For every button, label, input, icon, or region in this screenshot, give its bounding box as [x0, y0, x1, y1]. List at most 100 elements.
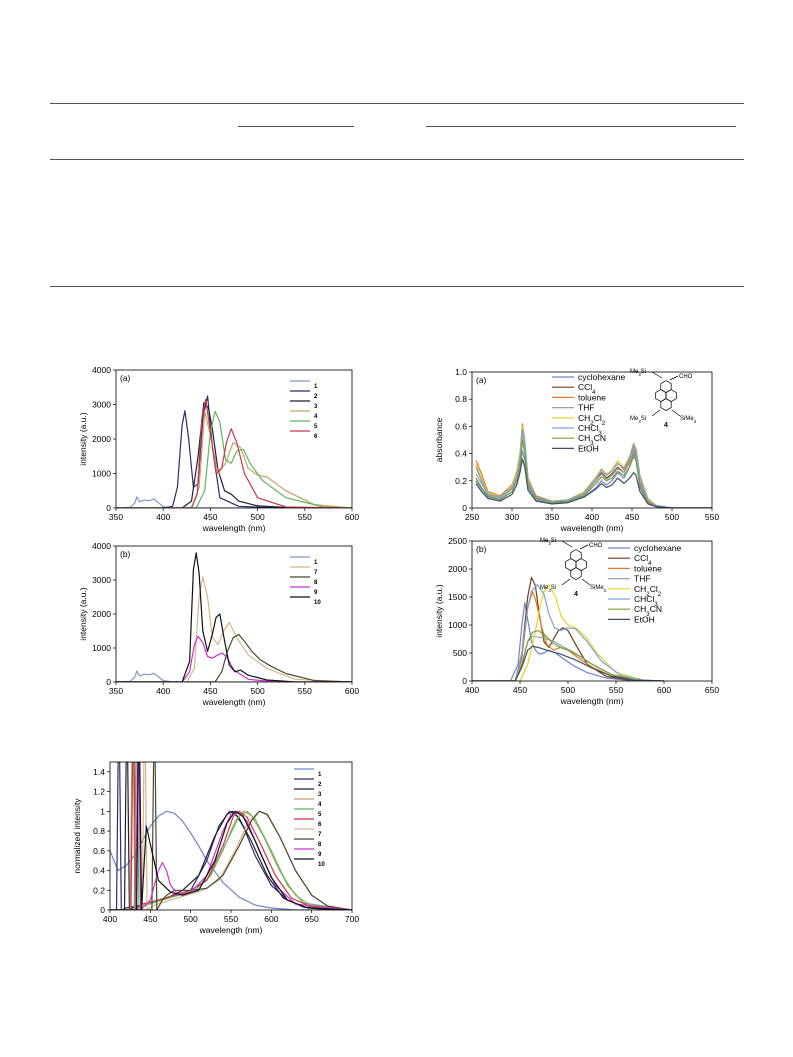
emission-solvent-b-plot-frame — [471, 540, 713, 682]
emission-a-panel-label: (a) — [120, 373, 131, 383]
absorbance-a-ytick-label: 0.6 — [455, 421, 467, 431]
emission-spectra-panel-a-svg: 350 400 450 500 550 600 0 1000 2000 3000 4000 wavel… — [78, 365, 359, 533]
normalized-yaxis-title: normalized intensity — [72, 798, 82, 874]
emission-a-ytick-label: 0 — [106, 503, 111, 513]
emission-solvent-panel-b: 400 450 500 550 600 650 0 500 1000 1500 2000 2500 wa… — [428, 533, 728, 711]
normalized-series-1 — [110, 810, 352, 910]
absorbance-a-xtick-label: 550 — [705, 512, 719, 522]
normalized-ytick-label: 0 — [100, 905, 105, 915]
emission-b-xtick-label: 450 — [203, 686, 217, 696]
normalized-ytick-label: 1.4 — [93, 767, 105, 777]
alkyne-top-left — [561, 540, 573, 548]
table-header-rule — [50, 159, 744, 160]
absorbance-a-legend-label-cyclohexane: cyclohexane — [578, 372, 626, 382]
emission-solvent-b-legend-label-ccl4: CCl4 — [634, 553, 652, 567]
emission-solvent-b-series-etoh — [472, 645, 665, 681]
emission-b-series-8 — [116, 633, 352, 682]
emission-b-xtick-label: 350 — [109, 686, 123, 696]
emission-b-xtick-label: 500 — [251, 686, 265, 696]
emission-spectra-panel-b-svg: 350 400 450 500 550 600 0 1000 2000 3000 4000 wavel… — [78, 541, 359, 707]
emission-spectra-panel-b: 350 400 450 500 550 600 0 1000 2000 3000 4000 wavel… — [68, 536, 368, 711]
aldehyde-bond — [579, 544, 589, 550]
absorbance-a-legend-label-chcl3: CHCl3 — [578, 423, 602, 437]
emission-b-legend: 1 7 8 9 10 — [290, 556, 321, 606]
absorbance-a-panel-label: (a) — [476, 375, 487, 385]
emission-solvent-b-legend-label-ch2cl2: CH2Cl2 — [634, 584, 662, 598]
normalized-legend: 1 2 3 4 5 6 7 8 9 10 — [294, 768, 325, 868]
emission-solvent-b-legend-label-cyclohexane: cyclohexane — [634, 543, 682, 553]
emission-b-series-7 — [116, 576, 352, 682]
aldehyde-bond — [669, 375, 679, 381]
emission-a-ytick-label: 4000 — [92, 365, 111, 375]
emission-a-legend-label-1: 1 — [314, 383, 318, 390]
absorbance-a-xtick-label: 400 — [585, 512, 599, 522]
emission-b-ytick-label: 1000 — [92, 643, 111, 653]
emission-a-xtick-label: 450 — [203, 512, 217, 522]
emission-solvent-b-legend-label-thf: THF — [634, 574, 651, 584]
normalized-legend-label-5: 5 — [318, 811, 322, 818]
emission-b-ytick-label: 3000 — [92, 575, 111, 585]
normalized-legend-label-1: 1 — [318, 771, 322, 778]
normalized-ytick-label: 0.8 — [93, 826, 105, 836]
structure-compound-number: 4 — [574, 591, 578, 598]
emission-solvent-b-legend-label-etoh: EtOH — [634, 614, 655, 624]
emission-a-legend-label-2: 2 — [314, 393, 318, 400]
emission-b-legend-label-7: 7 — [314, 569, 318, 576]
normalized-series-group — [110, 762, 352, 910]
alkyne-bottom-right — [671, 409, 681, 417]
table-top-rule — [50, 103, 744, 104]
emission-solvent-b-xaxis-title: wavelength (nm) — [560, 696, 624, 706]
emission-solvent-b-ytick-label: 2000 — [448, 564, 467, 574]
emission-a-legend: 1 2 3 4 5 6 — [290, 380, 318, 440]
absorbance-solvent-panel-a: 250 300 350 400 450 500 550 0 0.2 0.4 0.6 0.8 1.0 wav… — [428, 362, 728, 533]
emission-a-ytick-label: 2000 — [92, 434, 111, 444]
emission-solvent-b-ytick-label: 0 — [462, 676, 467, 686]
normalized-xaxis-title: wavelength (nm) — [199, 925, 263, 935]
absorbance-a-xtick-label: 350 — [545, 512, 559, 522]
emission-solvent-b-panel-label: (b) — [476, 544, 487, 554]
normalized-legend-label-4: 4 — [318, 801, 322, 808]
absorbance-a-legend-label-ch3cn: CH3CN — [578, 433, 606, 447]
compound-4-structure: Me3Si CHO Me3Si SiMe3 4 — [540, 538, 607, 598]
absorbance-a-ytick-label: 1.0 — [455, 367, 467, 377]
emission-solvent-b-yaxis-title: intensity (a.u.) — [434, 584, 444, 638]
compound-4-structure: Me3Si CHO Me3Si SiMe3 4 — [630, 369, 697, 429]
table-bottom-rule — [50, 286, 744, 287]
emission-a-series-5 — [116, 410, 352, 508]
emission-solvent-b-series-cyclohexane — [472, 602, 664, 681]
emission-b-legend-label-8: 8 — [314, 579, 318, 586]
structure-label-top-left: Me3Si — [630, 369, 646, 377]
normalized-legend-label-8: 8 — [318, 841, 322, 848]
emission-a-yaxis-title: intensity (a.u.) — [78, 412, 88, 466]
emission-b-series-9 — [116, 635, 352, 682]
emission-solvent-b-series-ch2cl2 — [472, 584, 665, 681]
emission-spectra-panel-a: 350 400 450 500 550 600 0 1000 2000 3000 4000 wavel… — [68, 362, 368, 533]
emission-b-series-group — [116, 552, 352, 682]
alkyne-bottom-right — [581, 578, 591, 586]
emission-b-ytick-label: 2000 — [92, 609, 111, 619]
absorbance-a-series-group — [475, 423, 712, 508]
absorbance-a-series-etoh — [475, 458, 712, 508]
absorbance-a-legend-label-thf: THF — [578, 403, 595, 413]
table-group-rule-2 — [426, 126, 736, 127]
emission-solvent-b-legend-label-ch3cn: CH3CN — [634, 604, 662, 618]
emission-solvent-panel-b-svg: 400 450 500 550 600 650 0 500 1000 1500 2000 2500 wa… — [434, 536, 719, 706]
emission-a-series-4 — [116, 410, 352, 508]
normalized-legend-label-9: 9 — [318, 851, 322, 858]
alkyne-bottom-left — [651, 409, 661, 417]
emission-solvent-b-ytick-label: 1000 — [448, 620, 467, 630]
emission-a-xtick-label: 350 — [109, 512, 123, 522]
normalized-ytick-label: 0.2 — [93, 885, 105, 895]
emission-a-ytick-label: 1000 — [92, 469, 111, 479]
normalized-legend-label-10: 10 — [318, 861, 325, 868]
absorbance-a-xtick-label: 250 — [465, 512, 479, 522]
emission-a-legend-label-3: 3 — [314, 403, 318, 410]
emission-a-legend-label-4: 4 — [314, 413, 318, 420]
structure-label-top-left: Me3Si — [540, 538, 556, 546]
emission-b-ytick-label: 4000 — [92, 541, 111, 551]
absorbance-a-ytick-label: 0 — [462, 503, 467, 513]
emission-a-series-2 — [116, 395, 352, 508]
normalized-legend-label-6: 6 — [318, 821, 322, 828]
absorbance-a-xtick-label: 450 — [625, 512, 639, 522]
normalized-legend-label-2: 2 — [318, 781, 322, 788]
